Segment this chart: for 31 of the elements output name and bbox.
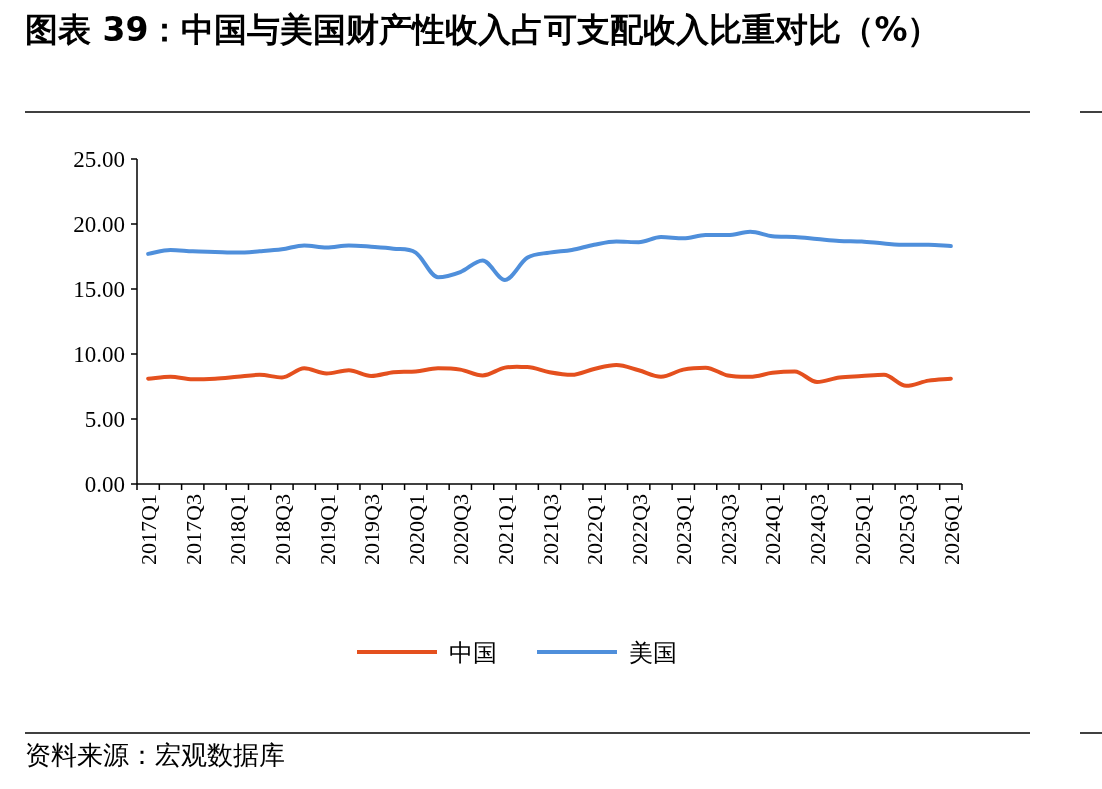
x-tick-label: 2019Q3 xyxy=(359,494,385,565)
x-tick-label: 2022Q1 xyxy=(582,494,608,565)
x-tick-label: 2021Q3 xyxy=(537,494,563,565)
x-tick-label: 2020Q1 xyxy=(403,494,429,565)
legend-label: 中国 xyxy=(449,639,497,667)
legend-label: 美国 xyxy=(629,639,677,667)
chart-title: 图表 39：中国与美国财产性收入占可支配收入比重对比（%） xyxy=(25,9,942,51)
x-tick-label: 2025Q3 xyxy=(894,494,920,565)
x-tick-label: 2025Q1 xyxy=(849,494,875,565)
x-tick-label: 2019Q1 xyxy=(314,494,340,565)
y-tick-label: 5.00 xyxy=(84,407,125,432)
y-tick-label: 25.00 xyxy=(73,147,125,172)
line-series xyxy=(146,229,953,282)
x-tick-label: 2017Q1 xyxy=(136,494,162,565)
line-series xyxy=(146,363,953,388)
x-tick-label: 2021Q1 xyxy=(492,494,518,565)
y-tick-label: 20.00 xyxy=(73,212,125,237)
x-tick-label: 2023Q3 xyxy=(715,494,741,565)
x-tick-label: 2024Q1 xyxy=(760,494,786,565)
x-tick-label: 2020Q3 xyxy=(448,494,474,565)
y-tick-label: 15.00 xyxy=(73,277,125,302)
x-tick-label: 2024Q3 xyxy=(805,494,831,565)
x-tick-label: 2018Q1 xyxy=(225,494,251,565)
x-tick-label: 2017Q3 xyxy=(180,494,206,565)
y-tick-label: 10.00 xyxy=(73,342,125,367)
x-tick-label: 2026Q1 xyxy=(938,494,964,565)
x-tick-label: 2018Q3 xyxy=(269,494,295,565)
x-tick-label: 2023Q1 xyxy=(671,494,697,565)
y-tick-label: 0.00 xyxy=(84,472,125,497)
text: 资料来源：宏观数据库 xyxy=(25,739,285,772)
x-tick-label: 2022Q3 xyxy=(626,494,652,565)
